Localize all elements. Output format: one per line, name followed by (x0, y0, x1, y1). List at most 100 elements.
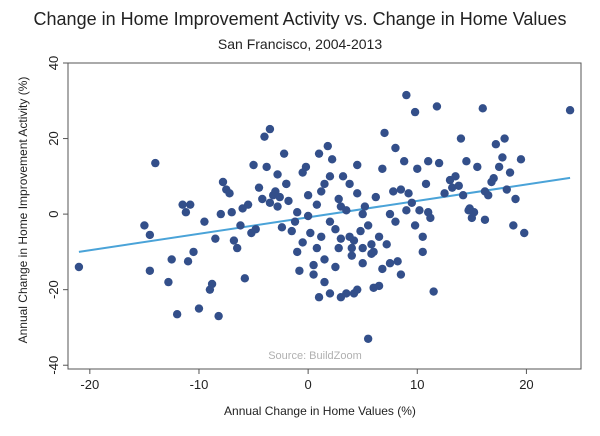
data-point (273, 170, 282, 179)
data-point (140, 221, 149, 230)
data-point (290, 217, 300, 226)
data-point (240, 274, 250, 283)
data-point (293, 208, 302, 217)
data-point (393, 257, 402, 266)
data-point (396, 270, 406, 279)
data-point (347, 243, 356, 253)
x-tick-label: -10 (190, 377, 209, 392)
data-point (232, 243, 242, 253)
data-point (279, 149, 289, 158)
data-point (418, 247, 427, 257)
x-tick-label: 10 (410, 377, 424, 392)
data-point (325, 172, 335, 181)
data-point (249, 160, 258, 170)
data-point (243, 200, 253, 209)
data-point (277, 223, 287, 232)
data-point (489, 174, 498, 183)
data-point (287, 226, 296, 236)
data-point (426, 213, 435, 223)
data-point (218, 177, 228, 187)
data-point (456, 134, 466, 143)
data-point (186, 200, 195, 209)
data-point (325, 217, 335, 226)
y-axis: -40 -20 0 20 40 (46, 56, 68, 375)
data-point (464, 206, 473, 215)
data-point (391, 217, 400, 226)
data-point (378, 264, 387, 274)
data-point (338, 172, 348, 181)
data-point (410, 221, 420, 230)
data-point (284, 196, 293, 206)
data-point (491, 140, 501, 149)
data-point (320, 179, 329, 189)
y-tick-label: 20 (46, 131, 61, 145)
data-point (399, 157, 409, 166)
data-point (200, 217, 209, 226)
data-point (74, 262, 84, 272)
data-point (298, 238, 307, 247)
data-point (336, 234, 346, 243)
data-point (396, 185, 406, 194)
data-point (145, 266, 155, 275)
data-point (367, 240, 376, 249)
data-point (402, 206, 411, 215)
y-tick-label: -40 (46, 356, 61, 375)
data-point (309, 260, 318, 270)
data-point (227, 208, 236, 217)
data-point (432, 102, 442, 111)
data-point (358, 243, 367, 253)
data-point (314, 149, 324, 158)
data-point (440, 189, 449, 198)
data-point (473, 162, 482, 172)
data-point (371, 192, 380, 202)
data-point (334, 194, 343, 204)
x-axis-label: Annual Change in Home Values (%) (224, 404, 416, 418)
data-point (145, 230, 155, 240)
data-point (265, 124, 275, 134)
data-point (385, 209, 395, 219)
data-point (356, 226, 365, 236)
data-point (303, 191, 313, 200)
data-point (484, 191, 493, 200)
data-point (293, 247, 302, 257)
data-point (262, 162, 271, 172)
data-point (331, 225, 340, 234)
data-point (511, 194, 520, 204)
y-tick-label: 40 (46, 56, 61, 70)
data-point (520, 228, 529, 238)
data-point (309, 270, 318, 279)
data-point (385, 259, 395, 268)
data-point (358, 209, 367, 219)
data-point (421, 179, 431, 189)
data-point (254, 183, 264, 192)
data-point (323, 141, 332, 151)
data-point (301, 162, 311, 172)
data-point (229, 236, 239, 245)
data-point (189, 247, 198, 257)
data-point (451, 172, 460, 181)
data-point (317, 187, 326, 196)
data-point (167, 255, 176, 264)
data-point (282, 179, 291, 189)
data-point (183, 257, 193, 266)
data-point (480, 215, 490, 224)
data-point (374, 281, 384, 291)
data-point (345, 232, 354, 241)
data-point (327, 155, 337, 164)
data-point (325, 289, 335, 298)
data-point (216, 209, 226, 219)
data-point (164, 277, 173, 287)
x-tick-label: 20 (519, 377, 533, 392)
data-point (320, 255, 329, 264)
data-point (353, 285, 362, 294)
data-point (265, 198, 275, 207)
data-point (415, 206, 424, 215)
data-point (413, 164, 422, 173)
data-point (410, 107, 420, 117)
data-point (178, 200, 187, 209)
data-point (336, 202, 346, 211)
data-point (251, 225, 260, 234)
data-point (225, 189, 234, 198)
